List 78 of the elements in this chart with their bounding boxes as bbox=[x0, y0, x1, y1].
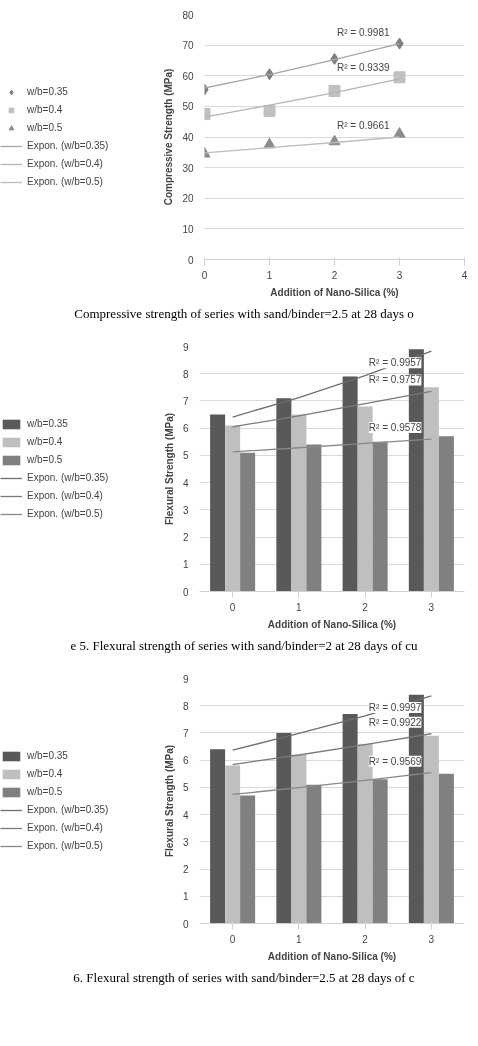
legend-label: Expon. (w/b=0.35) bbox=[27, 139, 109, 153]
y-tick-label: 20 bbox=[182, 193, 194, 205]
legend-label: w/b=0.5 bbox=[27, 785, 63, 799]
legend-label: w/b=0.5 bbox=[27, 453, 63, 467]
x-tick-label: 0 bbox=[201, 269, 208, 281]
legend-label: w/b=0.4 bbox=[27, 767, 63, 781]
annotation: R² = 0.9981 bbox=[336, 26, 390, 38]
y-tick-label: 5 bbox=[182, 782, 189, 794]
x-axis-title: Addition of Nano-Silica (%) bbox=[267, 618, 397, 630]
x-tick-label: 0 bbox=[229, 601, 236, 613]
y-tick-label: 0 bbox=[182, 918, 189, 930]
annotation: R² = 0.9922 bbox=[368, 716, 422, 728]
y-tick-label: 5 bbox=[182, 450, 189, 462]
x-tick-label: 4 bbox=[461, 269, 468, 281]
legend-label: Expon. (w/b=0.5) bbox=[27, 839, 103, 853]
legend-label: Expon. (w/b=0.35) bbox=[27, 803, 109, 817]
y-tick-label: 0 bbox=[187, 254, 194, 266]
y-tick-label: 6 bbox=[182, 423, 189, 435]
annotation: R² = 0.9661 bbox=[336, 120, 390, 131]
annotation: R² = 0.9339 bbox=[336, 61, 390, 73]
x-tick-label: 2 bbox=[362, 933, 369, 945]
x-axis-title: Addition of Nano-Silica (%) bbox=[267, 950, 397, 962]
y-tick-label: 7 bbox=[182, 727, 189, 739]
y-tick-label: 10 bbox=[182, 223, 194, 235]
legend-label: Expon. (w/b=0.5) bbox=[27, 507, 103, 521]
x-axis-title: Addition of Nano-Silica (%) bbox=[270, 286, 399, 298]
y-tick-label: 50 bbox=[182, 101, 194, 113]
y-tick-label: 7 bbox=[182, 395, 189, 407]
y-tick-label: 0 bbox=[182, 586, 189, 598]
legend-label: Expon. (w/b=0.4) bbox=[27, 157, 103, 171]
y-tick-label: 40 bbox=[182, 132, 194, 143]
legend-label: w/b=0.4 bbox=[27, 103, 63, 117]
x-tick-label: 2 bbox=[331, 269, 338, 281]
y-tick-label: 8 bbox=[182, 700, 189, 712]
annotation: R² = 0.9957 bbox=[368, 357, 422, 369]
legend-label: Expon. (w/b=0.35) bbox=[27, 471, 109, 485]
legend-label: Expon. (w/b=0.4) bbox=[27, 489, 103, 503]
x-tick-label: 3 bbox=[396, 269, 403, 281]
legend-label: w/b=0.35 bbox=[27, 85, 68, 99]
legend-label: w/b=0.5 bbox=[27, 121, 63, 135]
annotation: R² = 0.9569 bbox=[368, 755, 422, 767]
annotation: R² = 0.9578 bbox=[368, 422, 422, 434]
legend-label: w/b=0.35 bbox=[27, 417, 68, 431]
y-tick-label: 4 bbox=[182, 477, 189, 489]
y-tick-label: 9 bbox=[182, 673, 189, 685]
y-tick-label: 3 bbox=[182, 504, 189, 516]
x-tick-label: 3 bbox=[428, 601, 435, 613]
y-tick-label: 30 bbox=[182, 162, 194, 174]
y-tick-label: 70 bbox=[182, 40, 194, 52]
y-tick-label: 9 bbox=[182, 341, 189, 353]
y-tick-label: 3 bbox=[182, 836, 189, 848]
text: 6. Flexural strength of series with sand/binder=2.5 at 28 days of c bbox=[73, 969, 415, 987]
x-tick-label: 1 bbox=[296, 601, 303, 613]
y-tick-label: 1 bbox=[182, 891, 189, 903]
y-tick-label: 2 bbox=[182, 864, 189, 876]
y-axis-title: Flexural Strength (MPa) bbox=[163, 744, 175, 858]
annotation: R² = 0.9997 bbox=[368, 701, 422, 713]
annotation: R² = 0.9757 bbox=[368, 374, 422, 386]
x-tick-label: 3 bbox=[428, 933, 435, 945]
text: Compressive strength of series with sand/binder=2.5 at 28 days o bbox=[74, 305, 414, 323]
y-tick-label: 80 bbox=[182, 9, 194, 21]
y-tick-label: 8 bbox=[182, 368, 189, 380]
legend-label: w/b=0.35 bbox=[27, 749, 68, 763]
x-tick-label: 0 bbox=[229, 933, 236, 945]
x-tick-label: 1 bbox=[296, 933, 303, 945]
legend-label: Expon. (w/b=0.5) bbox=[27, 175, 103, 189]
y-tick-label: 60 bbox=[182, 70, 194, 82]
legend-label: w/b=0.4 bbox=[27, 435, 63, 449]
y-tick-label: 6 bbox=[182, 755, 189, 767]
y-axis-title: Compressive Strength (MPa) bbox=[163, 68, 175, 206]
y-axis-title: Flexural Strength (MPa) bbox=[163, 412, 175, 526]
legend-label: Expon. (w/b=0.4) bbox=[27, 821, 103, 835]
y-tick-label: 2 bbox=[182, 532, 189, 544]
x-tick-label: 2 bbox=[362, 601, 369, 613]
y-tick-label: 4 bbox=[182, 809, 189, 821]
y-tick-label: 1 bbox=[182, 559, 189, 571]
x-tick-label: 1 bbox=[266, 269, 273, 281]
text: e 5. Flexural strength of series with sand/binder=2 at 28 days of cu bbox=[70, 637, 418, 655]
